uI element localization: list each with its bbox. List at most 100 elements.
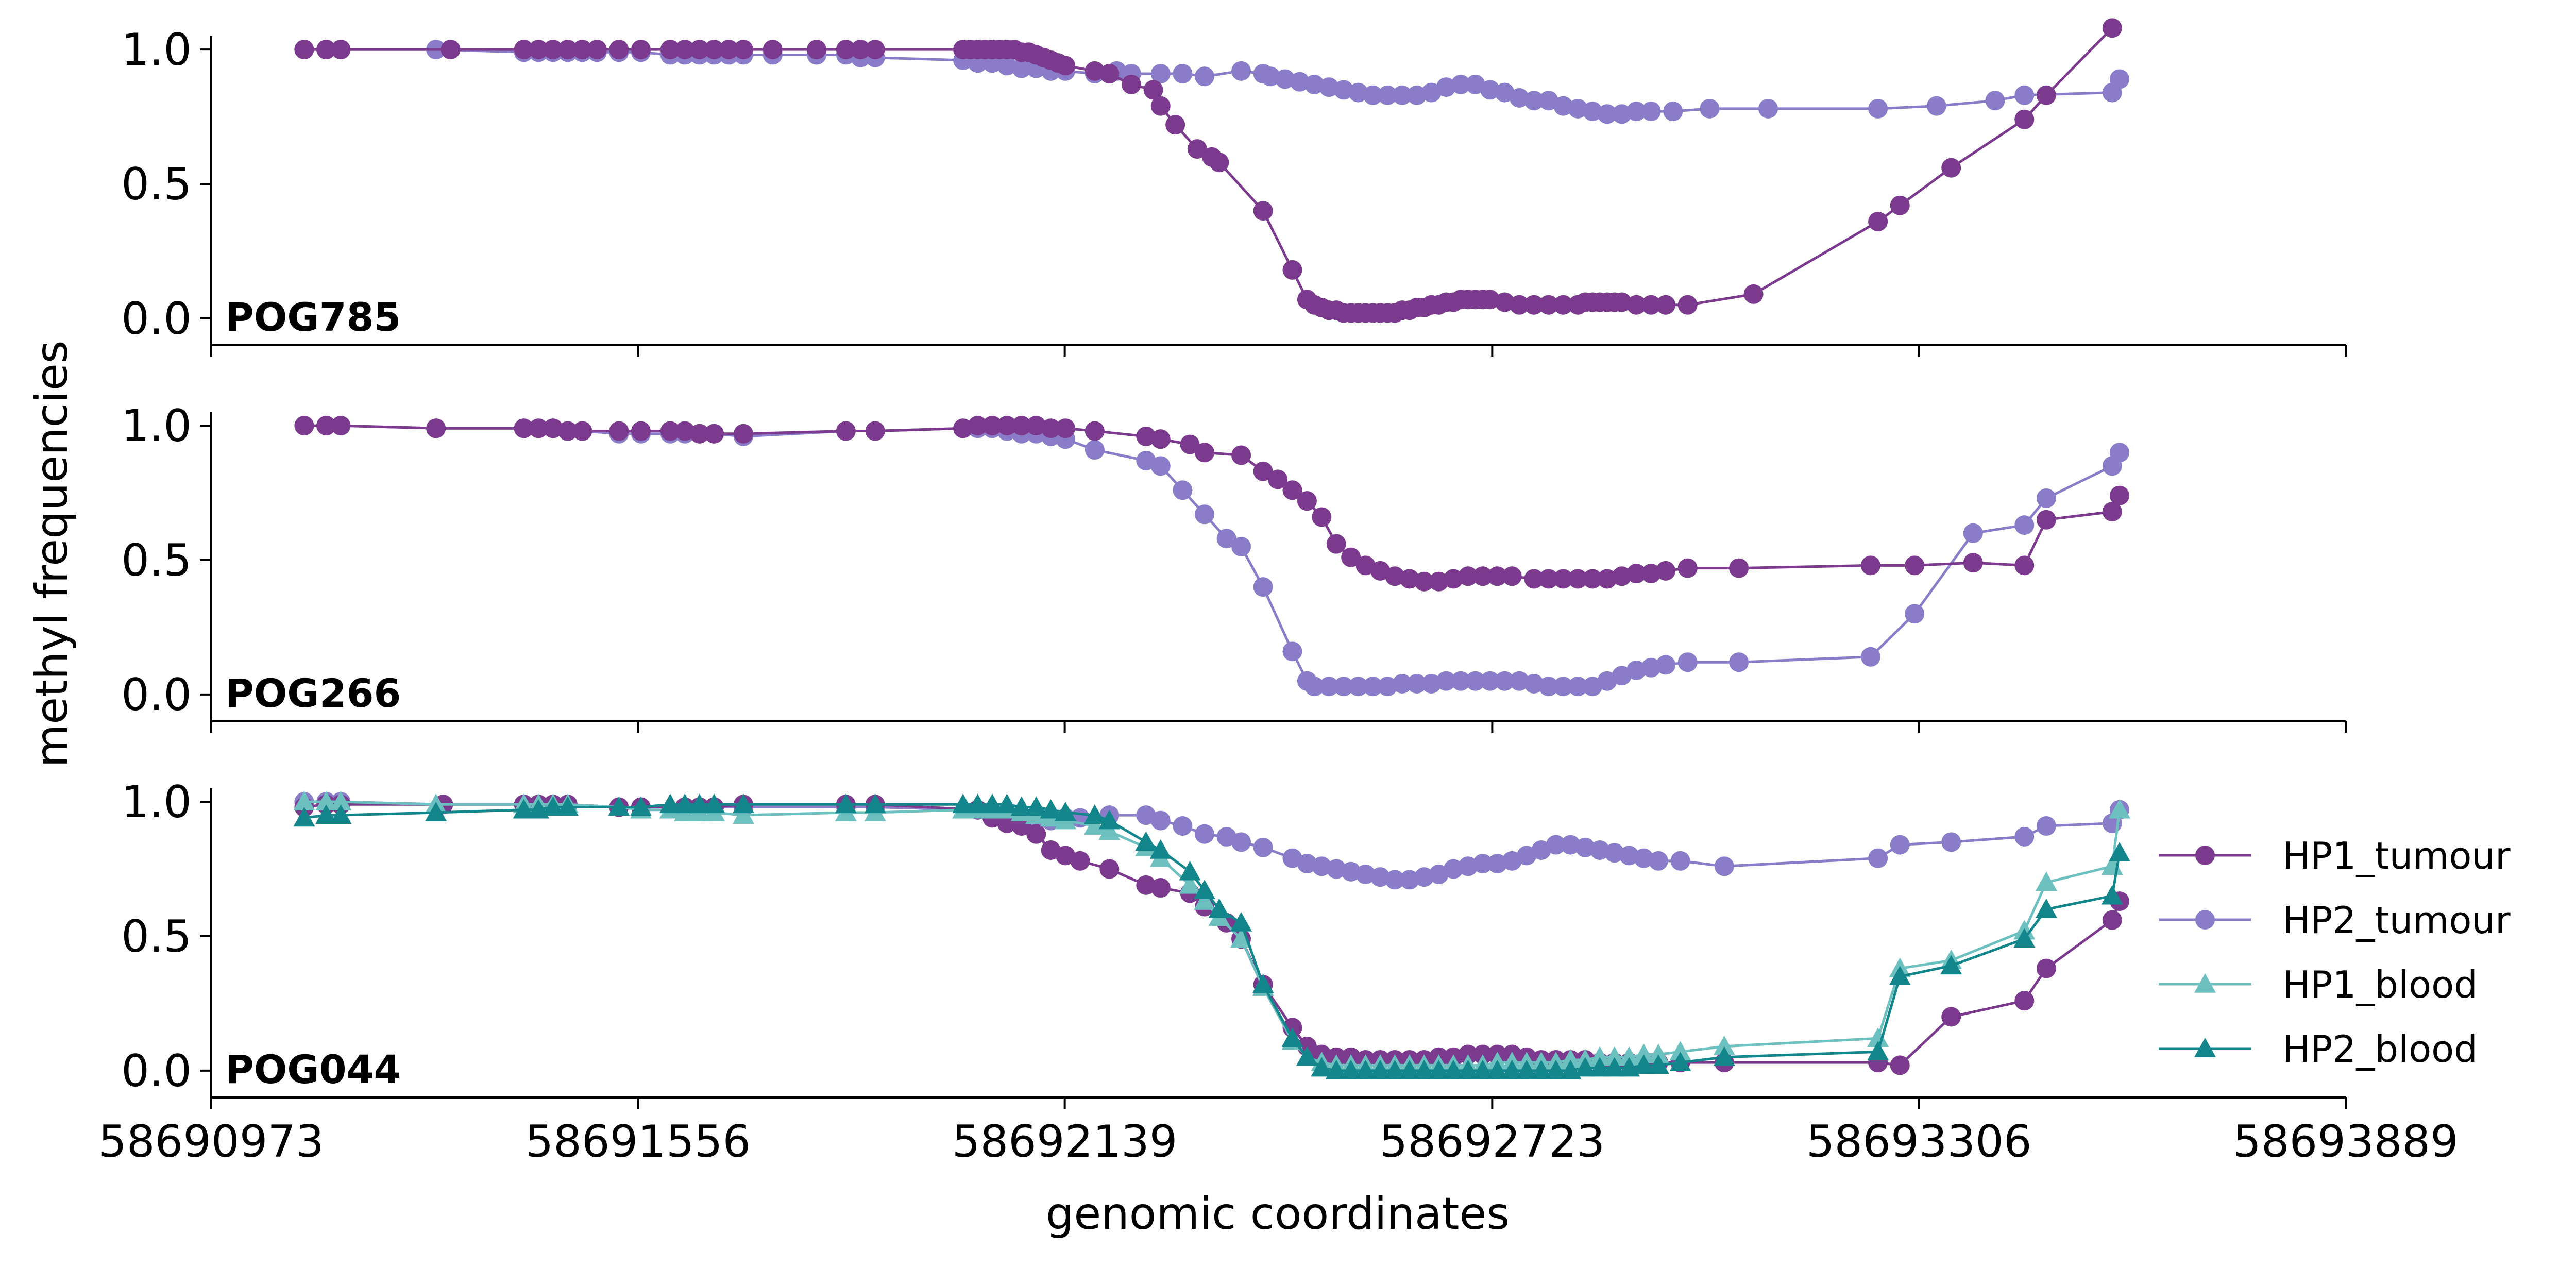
data-point — [1641, 564, 1661, 584]
data-point — [1553, 677, 1573, 697]
data-point — [967, 793, 989, 814]
data-point — [952, 793, 974, 814]
data-point — [1231, 832, 1251, 852]
data-point — [1340, 1059, 1362, 1079]
data-point — [2013, 928, 2036, 948]
data-point — [1281, 1027, 1303, 1048]
data-point — [1369, 1059, 1391, 1079]
data-point — [1641, 102, 1661, 122]
data-point — [1370, 867, 1390, 887]
data-point — [1486, 1059, 1509, 1079]
data-point — [1963, 553, 1983, 573]
data-point — [1612, 566, 1632, 586]
legend-label: HP1_blood — [2282, 963, 2478, 1006]
data-point — [1325, 1059, 1347, 1079]
data-point — [1677, 652, 1698, 672]
x-tick-label: 58693306 — [1806, 1116, 2032, 1168]
data-point — [1670, 851, 1690, 871]
data-point — [316, 416, 336, 436]
data-point — [1626, 564, 1647, 584]
data-point — [1472, 566, 1493, 586]
data-point — [1194, 880, 1216, 900]
data-point — [1926, 96, 1946, 116]
data-point — [1165, 115, 1185, 135]
data-point — [1568, 98, 1588, 119]
data-point — [1589, 1046, 1611, 1066]
data-point — [1516, 1059, 1538, 1079]
data-point — [1860, 647, 1880, 667]
data-point — [330, 791, 352, 810]
series-hp2-blood — [293, 793, 2130, 1079]
data-point — [1633, 1043, 1655, 1063]
data-point — [1195, 824, 1215, 844]
data-point — [1457, 1059, 1479, 1079]
data-point — [1509, 88, 1529, 108]
data-point — [1385, 566, 1405, 586]
data-point — [1941, 158, 1961, 178]
data-point — [1524, 673, 1544, 694]
data-point — [1940, 955, 1962, 975]
data-point — [1025, 796, 1047, 816]
data-point — [2035, 871, 2057, 891]
data-point — [1136, 875, 1156, 895]
data-point — [1341, 861, 1361, 882]
legend-marker — [2194, 1038, 2216, 1057]
data-point — [513, 799, 535, 819]
y-tick-label: 0.0 — [121, 293, 192, 345]
data-point — [1546, 835, 1566, 855]
data-point — [631, 40, 651, 60]
data-point — [293, 791, 315, 810]
data-point — [1619, 846, 1639, 866]
panel-label: POG044 — [225, 1046, 401, 1092]
data-point — [1399, 870, 1419, 890]
data-point — [1603, 1046, 1625, 1066]
data-point — [1729, 652, 1749, 672]
data-point — [1187, 139, 1207, 159]
data-point — [1290, 72, 1310, 92]
data-point — [719, 40, 739, 60]
data-point — [1253, 201, 1273, 221]
data-point — [981, 793, 1003, 814]
data-point — [865, 421, 885, 441]
data-point — [1963, 523, 1983, 543]
legend: HP1_tumour HP2_tumour HP1_blood HP2_blood — [2159, 834, 2511, 1071]
data-point — [1480, 290, 1500, 310]
data-point — [1495, 671, 1515, 691]
data-point — [2036, 958, 2056, 978]
data-point — [315, 804, 337, 824]
data-point — [1195, 443, 1215, 463]
data-point — [1304, 677, 1325, 697]
data-point — [1634, 848, 1654, 868]
data-point — [572, 40, 592, 60]
data-point — [1083, 815, 1106, 835]
data-point — [996, 793, 1018, 814]
data-point — [294, 40, 314, 60]
data-point — [1282, 480, 1302, 500]
data-point — [1985, 91, 2005, 111]
data-point — [2109, 485, 2129, 505]
data-point — [1282, 641, 1302, 662]
data-point — [631, 421, 651, 441]
data-point — [1443, 1059, 1465, 1079]
data-point — [2014, 85, 2035, 105]
data-point — [293, 807, 315, 827]
data-point — [1348, 82, 1368, 103]
data-point — [1083, 804, 1106, 824]
data-point — [1941, 832, 1961, 852]
data-point — [1311, 1057, 1333, 1077]
data-point — [1436, 671, 1456, 691]
data-point — [1392, 85, 1412, 105]
data-point — [1275, 69, 1295, 89]
data-point — [1230, 911, 1252, 932]
x-tick-label: 58692723 — [1380, 1116, 1605, 1168]
legend-marker — [2194, 973, 2216, 993]
data-point — [1538, 569, 1558, 589]
data-point — [1713, 1046, 1735, 1066]
data-point — [1385, 870, 1405, 890]
data-point — [1905, 555, 1925, 576]
data-point — [608, 796, 630, 816]
data-point — [1487, 566, 1507, 586]
data-point — [1597, 569, 1617, 589]
data-point — [836, 40, 856, 60]
data-point — [1150, 96, 1171, 116]
